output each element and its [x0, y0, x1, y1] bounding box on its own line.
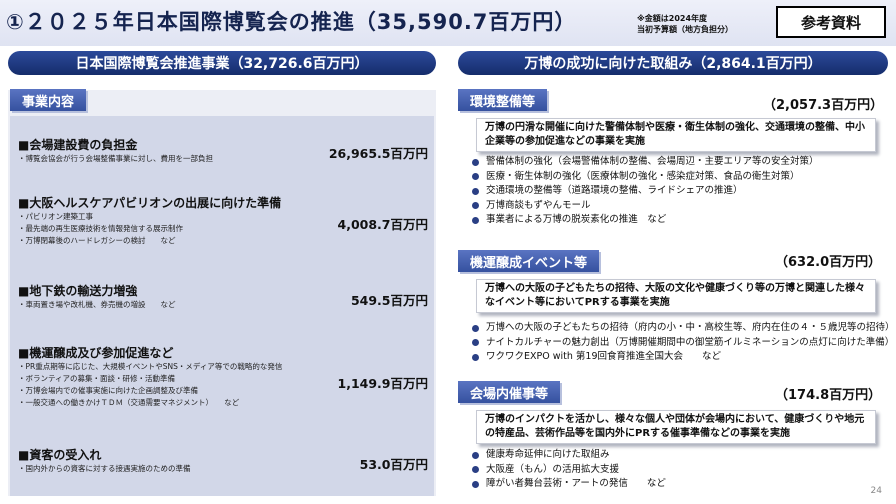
list-item: 健康寿命延伸に向けた取組み	[472, 448, 666, 463]
environment-bullets: 警備体制の強化（会場警備体制の整備、会場周辺・主要エリア等の安全対策） 医療・衛…	[472, 155, 819, 228]
venue-event-bullets: 健康寿命延伸に向けた取組み 大阪産（もん）の活用拡大支援 障がい者舞台芸術・アー…	[472, 448, 666, 492]
list-item: 障がい者舞台芸術・アートの発信 など	[472, 477, 666, 492]
budget-note-line1: ※金額は2024年度	[637, 14, 708, 23]
list-item: 医療・衛生体制の強化（医療体制の強化・感染症対策、食品の衛生対策）	[472, 170, 819, 185]
bullet-dot-icon	[472, 158, 479, 166]
budget-note-line2: 当初予算額（地方負担分）	[637, 25, 733, 34]
bullet-dot-icon	[472, 324, 479, 332]
bullet-text: 万博への大阪の子どもたちの招待（府内の小・中・高校生等、府内在住の４・５歳児等の…	[486, 322, 895, 333]
bullet-text: 万博商談もずやんモール	[486, 199, 591, 211]
list-item: 万博商談もずやんモール	[472, 199, 819, 214]
list-item: ワクワクEXPO with 第19回食育推進全国大会 など	[472, 350, 895, 365]
left-section-header: 日本国際博覧会推進事業（32,726.6百万円）	[8, 51, 436, 75]
bullet-dot-icon	[472, 339, 479, 347]
item-amount: 26,965.5百万円	[328, 146, 428, 161]
venue-event-description: 万博のインパクトを活かし、様々な個人や団体が会場内において、健康づくりや地元の特…	[476, 410, 876, 444]
item-title: ■資客の受入れ	[18, 448, 102, 462]
bullet-dot-icon	[472, 353, 479, 361]
momentum-event-bullets: 万博への大阪の子どもたちの招待（府内の小・中・高校生等、府内在住の４・５歳児等の…	[472, 321, 895, 365]
item-detail: ・ボランティアの募集・面談・研修・活動準備	[18, 374, 176, 383]
item-subway-capacity: ■地下鉄の輸送力増強 ・車両置き場や改札機、券売機の増設 など 549.5百万円	[10, 256, 434, 336]
page-title: ①２０２５年日本国際博覧会の推進（35,590.7百万円）	[6, 10, 577, 34]
title-band	[0, 0, 896, 46]
bullet-text: 健康寿命延伸に向けた取組み	[486, 449, 610, 460]
item-amount: 1,149.9百万円	[337, 376, 429, 391]
item-healthcare-pavilion: ■大阪ヘルスケアパビリオンの出展に向けた準備 ・パビリオン建築工事 ・最先端の再…	[10, 186, 434, 256]
item-title: ■大阪ヘルスケアパビリオンの出展に向けた準備	[18, 196, 282, 210]
item-momentum-participation: ■機運醸成及び参加促進など ・PR重点期等に応じた、大規模イベントやSNS・メデ…	[10, 336, 434, 426]
bullet-text: 大阪産（もん）の活用拡大支援	[486, 463, 620, 475]
item-title: ■機運醸成及び参加促進など	[18, 346, 174, 360]
list-item: 万博への大阪の子どもたちの招待（府内の小・中・高校生等、府内在住の４・５歳児等の…	[472, 321, 895, 336]
venue-event-amount: （174.8百万円）	[775, 388, 882, 403]
momentum-event-amount: （632.0百万円）	[775, 255, 882, 270]
bullet-text: 医療・衛生体制の強化（医療体制の強化・感染症対策、食品の衛生対策）	[486, 170, 800, 182]
list-item: 交通環境の整備等（道路環境の整備、ライドシェアの推進）	[472, 184, 819, 199]
list-item: ナイトカルチャーの魅力創出（万博開催期間中の御堂筋イルミネーションの点灯に向けた…	[472, 336, 895, 351]
bullet-dot-icon	[472, 187, 479, 195]
bullet-text: ナイトカルチャーの魅力創出（万博開催期間中の御堂筋イルミネーションの点灯に向けた…	[486, 336, 895, 348]
list-item: 警備体制の強化（会場警備体制の整備、会場周辺・主要エリア等の安全対策）	[472, 155, 819, 170]
list-item: 大阪産（もん）の活用拡大支援	[472, 463, 666, 478]
environment-amount: （2,057.3百万円）	[763, 98, 884, 113]
bullet-dot-icon	[472, 480, 479, 488]
item-detail: ・万博会場内での催事実施に向けた企画調整及び準備	[18, 386, 198, 395]
bullet-text: 障がい者舞台芸術・アートの発信 など	[486, 478, 666, 489]
momentum-event-tag: 機運醸成イベント等	[458, 250, 600, 272]
environment-description: 万博の円滑な開催に向けた警備体制や医療・衛生体制の強化、交通環境の整備、中小企業…	[476, 118, 876, 152]
item-detail: ・車両置き場や改札機、券売機の増設 など	[18, 300, 176, 309]
momentum-event-description: 万博への大阪の子どもたちの招待、大阪の文化や健康づくり等の万博と関連した様々なイ…	[476, 279, 876, 313]
bullet-dot-icon	[472, 451, 479, 459]
bullet-dot-icon	[472, 173, 479, 181]
item-guest-reception: ■資客の受入れ ・国内外からの資客に対する接遇実施のための準備 53.0百万円	[10, 426, 434, 496]
item-title: ■地下鉄の輸送力増強	[18, 284, 138, 298]
bullet-dot-icon	[472, 216, 479, 224]
right-section-header: 万博の成功に向けた取組み（2,864.1百万円）	[458, 51, 888, 75]
item-amount: 4,008.7百万円	[337, 217, 429, 232]
item-title: ■会場建設費の負担金	[18, 138, 138, 152]
list-item: 事業者による万博の脱炭素化の推進 など	[472, 213, 819, 228]
page-number: 24	[870, 486, 882, 496]
item-detail: ・万博閉幕後のハードレガシーの検討 など	[18, 236, 176, 245]
item-detail: ・博覧会協会が行う会場整備事業に対し、費用を一部負担	[18, 154, 213, 163]
item-detail: ・一般交通への働きかけＴＤＭ（交通需要マネジメント） など	[18, 398, 240, 407]
bullet-text: 警備体制の強化（会場警備体制の整備、会場周辺・主要エリア等の安全対策）	[486, 156, 819, 167]
venue-event-tag: 会場内催事等	[458, 381, 561, 403]
bullet-dot-icon	[472, 202, 479, 210]
item-detail: ・パビリオン建築工事	[18, 212, 93, 221]
bullet-dot-icon	[472, 466, 479, 474]
reference-label: 参考資料	[776, 6, 886, 38]
item-amount: 53.0百万円	[359, 457, 428, 472]
budget-note: ※金額は2024年度 当初予算額（地方負担分）	[637, 13, 733, 35]
item-detail: ・PR重点期等に応じた、大規模イベントやSNS・メディア等での戦略的な発信	[18, 362, 283, 371]
environment-tag: 環境整備等	[458, 89, 548, 111]
bullet-text: ワクワクEXPO with 第19回食育推進全国大会 など	[486, 351, 722, 362]
business-content-tag: 事業内容	[10, 89, 87, 111]
bullet-text: 交通環境の整備等（道路環境の整備、ライドシェアの推進）	[486, 185, 743, 196]
bullet-text: 事業者による万博の脱炭素化の推進 など	[486, 214, 667, 225]
item-detail: ・国内外からの資客に対する接遇実施のための準備	[18, 464, 191, 473]
item-amount: 549.5百万円	[350, 293, 428, 308]
item-venue-construction: ■会場建設費の負担金 ・博覧会協会が行う会場整備事業に対し、費用を一部負担 26…	[10, 116, 434, 186]
item-detail: ・最先端の再生医療技術を情報発信する展示制作	[18, 224, 183, 233]
